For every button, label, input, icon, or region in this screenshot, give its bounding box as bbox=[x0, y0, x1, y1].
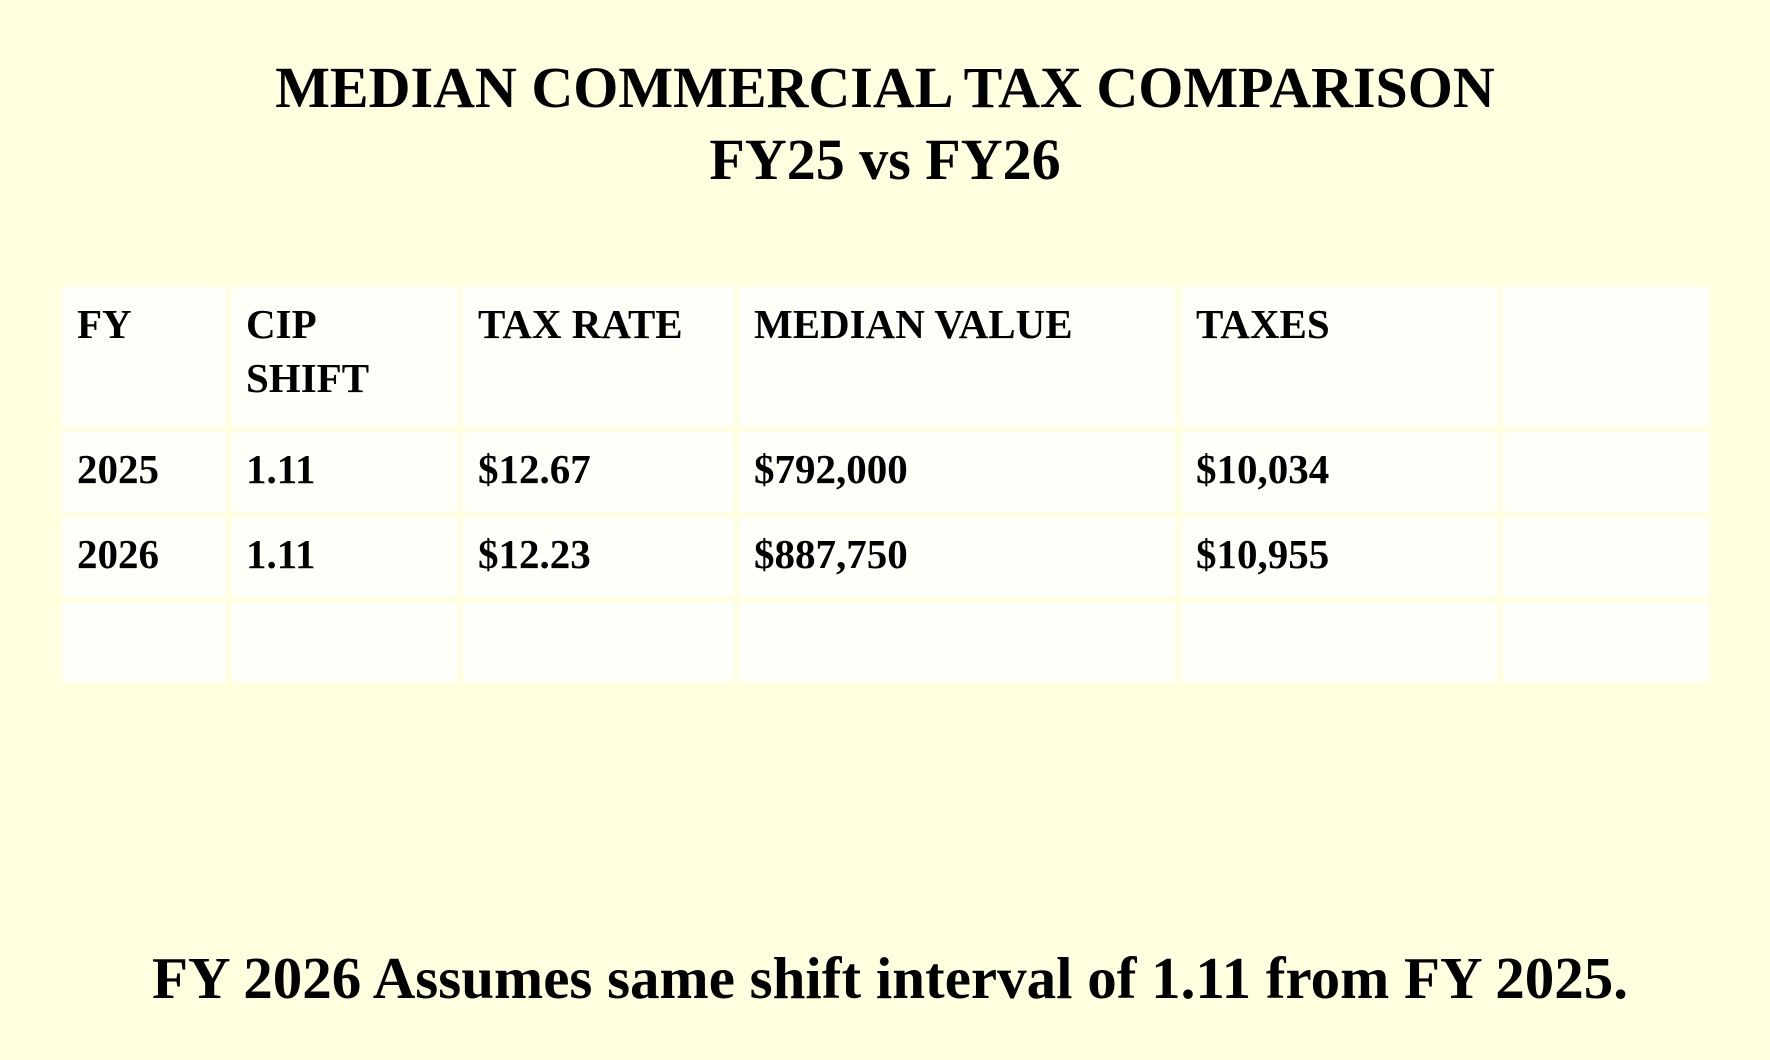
table-header-row: FY CIP SHIFT TAX RATE MEDIAN VALUE TAXES bbox=[62, 287, 1709, 427]
cell-median-value: $792,000 bbox=[739, 432, 1176, 512]
cell-taxes bbox=[1181, 602, 1498, 682]
table-row bbox=[62, 602, 1709, 682]
cell-fy: 2026 bbox=[62, 517, 226, 597]
page-title: MEDIAN COMMERCIAL TAX COMPARISON FY25 vs… bbox=[0, 52, 1770, 196]
cell-tax-rate: $12.23 bbox=[463, 517, 734, 597]
tax-comparison-table: FY CIP SHIFT TAX RATE MEDIAN VALUE TAXES… bbox=[62, 287, 1709, 682]
cell-empty bbox=[1503, 432, 1709, 512]
header-tax-rate: TAX RATE bbox=[463, 287, 734, 427]
header-median-value: MEDIAN VALUE bbox=[739, 287, 1176, 427]
footnote: FY 2026 Assumes same shift interval of 1… bbox=[152, 945, 1628, 1011]
header-fy: FY bbox=[62, 287, 226, 427]
cell-cip-shift: 1.11 bbox=[231, 517, 458, 597]
header-cip-shift: CIP SHIFT bbox=[231, 287, 458, 427]
cell-empty bbox=[1503, 517, 1709, 597]
cell-taxes: $10,034 bbox=[1181, 432, 1498, 512]
cell-cip-shift bbox=[231, 602, 458, 682]
table-row: 2026 1.11 $12.23 $887,750 $10,955 bbox=[62, 517, 1709, 597]
cell-empty bbox=[1503, 602, 1709, 682]
cell-tax-rate: $12.67 bbox=[463, 432, 734, 512]
cell-tax-rate bbox=[463, 602, 734, 682]
title-line-1: MEDIAN COMMERCIAL TAX COMPARISON bbox=[275, 55, 1495, 120]
cell-median-value: $887,750 bbox=[739, 517, 1176, 597]
cell-taxes: $10,955 bbox=[1181, 517, 1498, 597]
table-row: 2025 1.11 $12.67 $792,000 $10,034 bbox=[62, 432, 1709, 512]
header-empty bbox=[1503, 287, 1709, 427]
cell-median-value bbox=[739, 602, 1176, 682]
header-taxes: TAXES bbox=[1181, 287, 1498, 427]
cell-fy bbox=[62, 602, 226, 682]
cell-cip-shift: 1.11 bbox=[231, 432, 458, 512]
title-line-2: FY25 vs FY26 bbox=[709, 127, 1061, 192]
cell-fy: 2025 bbox=[62, 432, 226, 512]
